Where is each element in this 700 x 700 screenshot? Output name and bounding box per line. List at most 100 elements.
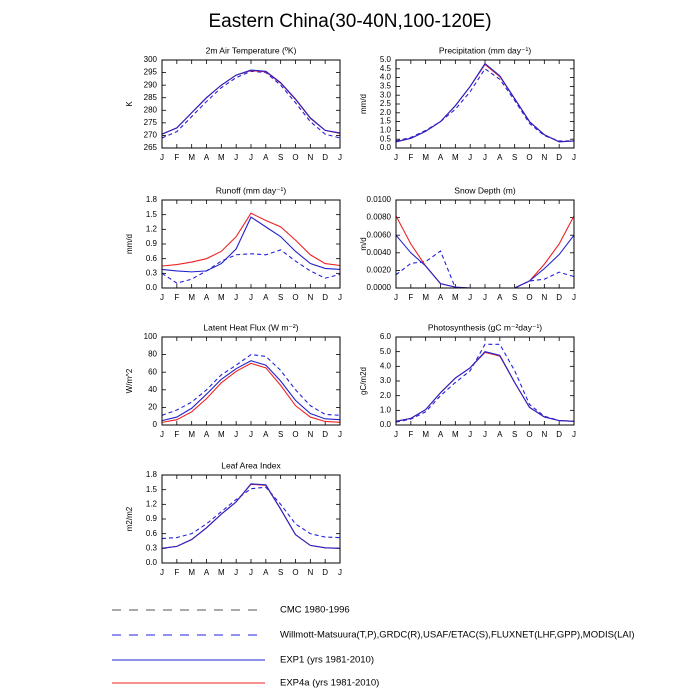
y-tick-label: 270 — [144, 131, 158, 140]
x-tick-label: J — [394, 430, 398, 439]
y-axis-label: mm/d — [125, 234, 134, 254]
legend-label: EXP1 (yrs 1981-2010) — [280, 655, 374, 666]
panel: Snow Depth (m) m/d 0.0000 0.0020 0.0040 0.006… — [359, 185, 576, 302]
x-tick-label: F — [408, 430, 413, 439]
y-axis-label: mm/d — [359, 94, 368, 114]
x-tick-label: F — [174, 430, 179, 439]
y-tick-label: 4.0 — [380, 361, 392, 370]
x-tick-label: J — [468, 293, 472, 302]
x-tick-label: O — [292, 153, 298, 162]
x-tick-label: A — [438, 153, 444, 162]
y-tick-label: 265 — [144, 143, 158, 152]
x-tick-label: A — [438, 430, 444, 439]
x-tick-label: M — [218, 153, 225, 162]
x-tick-label: J — [160, 568, 164, 577]
x-tick-label: O — [292, 568, 298, 577]
y-tick-label: 5.0 — [380, 347, 392, 356]
legend-label: EXP4a (yrs 1981-2010) — [280, 678, 379, 689]
x-tick-label: J — [394, 153, 398, 162]
y-tick-label: 1.5 — [146, 210, 158, 219]
y-tick-label: 295 — [144, 68, 158, 77]
x-tick-label: S — [512, 293, 517, 302]
y-tick-label: 3.0 — [380, 376, 392, 385]
x-tick-label: F — [408, 293, 413, 302]
y-tick-label: 0.5 — [380, 134, 392, 143]
y-tick-label: 2.0 — [380, 108, 392, 117]
x-tick-label: S — [278, 568, 283, 577]
series-line — [395, 343, 575, 423]
figure-title: Eastern China(30-40N,100-120E) — [208, 11, 491, 32]
series-line — [395, 215, 575, 289]
y-tick-label: 0.0 — [146, 283, 158, 292]
y-tick-label: 100 — [144, 332, 158, 341]
x-tick-label: A — [204, 153, 210, 162]
series-line — [395, 250, 575, 289]
y-tick-label: 0.0 — [380, 420, 392, 429]
x-tick-label: M — [218, 293, 225, 302]
x-tick-label: O — [526, 430, 532, 439]
panel-title: Photosynthesis (gC m⁻²day⁻¹) — [428, 322, 542, 332]
x-tick-label: D — [322, 153, 328, 162]
series-line — [161, 212, 341, 267]
panel-title: Leaf Area Index — [221, 460, 281, 470]
x-tick-label: N — [307, 293, 313, 302]
x-tick-label: J — [572, 430, 576, 439]
x-tick-label: S — [278, 430, 283, 439]
y-tick-label: 2.0 — [380, 391, 392, 400]
panel: 2m Air Temperature (ºK) K 265 270 275 280 285 2… — [125, 45, 342, 162]
x-tick-label: D — [556, 293, 562, 302]
plot-frame — [161, 59, 341, 149]
x-tick-label: S — [278, 293, 283, 302]
x-tick-label: A — [263, 568, 269, 577]
y-tick-label: 3.0 — [380, 90, 392, 99]
series-line — [161, 216, 341, 273]
panel-title: Runoff (mm day⁻¹) — [216, 185, 287, 195]
x-tick-label: A — [497, 293, 503, 302]
x-tick-label: O — [526, 153, 532, 162]
x-tick-label: N — [307, 430, 313, 439]
x-tick-label: M — [188, 430, 195, 439]
y-tick-label: 1.8 — [146, 195, 158, 204]
y-axis-label: K — [125, 101, 134, 107]
y-tick-label: 0.9 — [146, 514, 158, 523]
y-axis-label: gC/m2d — [359, 367, 368, 395]
x-tick-label: J — [394, 293, 398, 302]
series-line — [161, 360, 341, 422]
x-tick-label: N — [307, 568, 313, 577]
x-tick-label: J — [249, 430, 253, 439]
x-tick-label: F — [408, 153, 413, 162]
x-tick-label: J — [249, 568, 253, 577]
x-tick-label: D — [322, 430, 328, 439]
legend-label: CMC 1980-1996 — [280, 605, 350, 616]
y-tick-label: 275 — [144, 118, 158, 127]
y-tick-label: 1.0 — [380, 405, 392, 414]
x-tick-label: J — [338, 153, 342, 162]
x-tick-label: A — [438, 293, 444, 302]
panel-title: Latent Heat Flux (W m⁻²) — [203, 322, 298, 332]
plot-frame — [395, 199, 575, 289]
x-tick-label: O — [292, 293, 298, 302]
x-tick-label: S — [512, 430, 517, 439]
y-tick-label: 1.8 — [146, 470, 158, 479]
series-line — [161, 486, 341, 540]
x-tick-label: N — [541, 293, 547, 302]
x-tick-label: M — [188, 568, 195, 577]
series-line — [161, 354, 341, 416]
x-tick-label: O — [526, 293, 532, 302]
panel-title: Snow Depth (m) — [454, 185, 516, 195]
x-tick-label: M — [218, 568, 225, 577]
y-tick-label: 285 — [144, 93, 158, 102]
x-tick-label: J — [468, 430, 472, 439]
y-tick-label: 4.5 — [380, 64, 392, 73]
series-line — [161, 483, 341, 549]
x-tick-label: J — [234, 430, 238, 439]
x-tick-label: M — [422, 430, 429, 439]
y-tick-label: 80 — [148, 350, 157, 359]
panel: Runoff (mm day⁻¹) mm/d 0.0 0.3 0.6 0.9 1.2 1.5 1… — [125, 185, 342, 302]
y-tick-label: 0.6 — [146, 254, 158, 263]
y-tick-label: 0.3 — [146, 268, 158, 277]
x-tick-label: M — [452, 430, 459, 439]
series-line — [161, 483, 341, 549]
x-tick-label: J — [572, 293, 576, 302]
